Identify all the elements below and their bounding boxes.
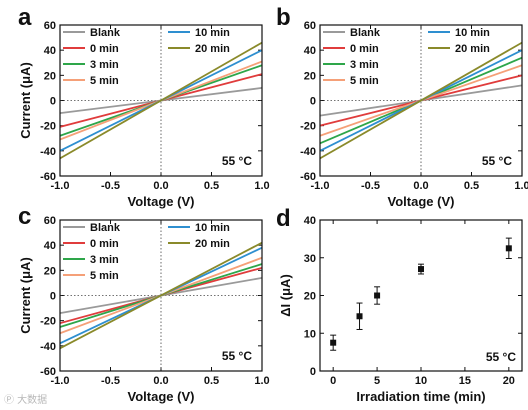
legend-label: 0 min <box>90 238 119 250</box>
y-tick-label: 40 <box>304 215 316 227</box>
legend-label: 0 min <box>90 43 119 55</box>
panel-label-a: a <box>18 4 32 31</box>
y-tick-label: 0 <box>310 96 316 108</box>
y-tick-label: 60 <box>44 20 56 32</box>
x-tick-label: 5 <box>374 375 380 387</box>
x-tick-label: 1.0 <box>254 180 269 192</box>
x-tick-label: -1.0 <box>51 180 70 192</box>
legend-label: 10 min <box>455 27 490 39</box>
x-tick-label: 0.0 <box>413 180 428 192</box>
x-tick-label: -0.5 <box>101 375 120 387</box>
x-tick-label: 0 <box>330 375 336 387</box>
legend-label: 5 min <box>350 75 379 87</box>
data-point <box>330 339 337 346</box>
y-axis-label: Current (μA) <box>18 62 33 139</box>
y-axis-label: ΔI (μA) <box>278 274 293 317</box>
temperature-annotation: 55 °C <box>222 154 252 168</box>
x-tick-label: 0.5 <box>204 375 219 387</box>
y-tick-label: 30 <box>304 253 316 265</box>
data-point <box>505 245 512 252</box>
y-tick-label: 20 <box>44 70 56 82</box>
y-tick-label: 0 <box>50 96 56 108</box>
x-tick-label: 0.0 <box>153 180 168 192</box>
y-tick-label: -20 <box>40 121 56 133</box>
legend-label: 20 min <box>455 43 490 55</box>
legend-label: 20 min <box>195 238 230 250</box>
legend-label: 3 min <box>350 59 379 71</box>
watermark: Ⓟ 大数据 <box>4 395 48 406</box>
x-tick-label: 1.0 <box>514 180 528 192</box>
panel-c: c -1.0 -0.5 0.0 0.5 1.0 -60 -40 -20 0 20 40 60 Blank 0… <box>18 203 270 404</box>
y-tick-label: 0 <box>310 366 316 378</box>
x-axis-label: Voltage (V) <box>128 194 195 209</box>
y-tick-label: -40 <box>40 146 56 158</box>
x-tick-label: 0.0 <box>153 375 168 387</box>
legend-label: Blank <box>350 27 381 39</box>
data-point <box>356 313 363 320</box>
temperature-annotation: 55 °C <box>486 350 516 364</box>
x-axis-label: Irradiation time (min) <box>356 389 485 404</box>
legend-label: 10 min <box>195 222 230 234</box>
plot-frame <box>319 219 523 372</box>
y-axis-label: Current (μA) <box>18 257 33 334</box>
panel-d: d 0 5 10 15 20 0 10 20 30 40 55 °C Irradiation time … <box>276 205 523 404</box>
legend-label: 20 min <box>195 43 230 55</box>
x-axis-label: Voltage (V) <box>388 194 455 209</box>
y-tick-label: 60 <box>44 215 56 227</box>
y-tick-label: -60 <box>300 171 316 183</box>
y-tick-label: -40 <box>40 341 56 353</box>
temperature-annotation: 55 °C <box>482 154 512 168</box>
y-tick-label: -40 <box>300 146 316 158</box>
y-tick-label: 10 <box>304 328 316 340</box>
temperature-annotation: 55 °C <box>222 349 252 363</box>
legend-label: 3 min <box>90 59 119 71</box>
y-tick-label: 0 <box>50 291 56 303</box>
x-tick-label: -0.5 <box>101 180 120 192</box>
x-tick-label: 0.5 <box>204 180 219 192</box>
legend-label: 10 min <box>195 27 230 39</box>
plot-frame <box>59 219 263 372</box>
plot-frame <box>59 24 263 177</box>
legend-label: 5 min <box>90 270 119 282</box>
legend-label: Blank <box>90 222 121 234</box>
legend-label: 0 min <box>350 43 379 55</box>
series-line-20-min <box>319 41 523 160</box>
y-tick-label: -20 <box>40 316 56 328</box>
y-tick-label: 20 <box>44 265 56 277</box>
x-tick-label: 10 <box>415 375 427 387</box>
panel-a: a -1.0 -0.5 0.0 0.5 1.0 -60 -40 -20 0 20 40 60 Blank 0… <box>18 4 270 209</box>
panel-label-b: b <box>276 4 291 31</box>
legend-label: Blank <box>90 27 121 39</box>
y-tick-label: 40 <box>44 240 56 252</box>
y-tick-label: -20 <box>300 121 316 133</box>
x-tick-label: 15 <box>459 375 471 387</box>
panel-label-d: d <box>276 205 291 232</box>
x-tick-label: 0.5 <box>464 180 479 192</box>
x-tick-label: -1.0 <box>311 180 330 192</box>
plot-frame <box>319 24 523 177</box>
x-tick-label: -1.0 <box>51 375 70 387</box>
y-tick-label: 40 <box>304 45 316 57</box>
data-point <box>374 292 381 299</box>
y-tick-label: 60 <box>304 20 316 32</box>
y-tick-label: 20 <box>304 70 316 82</box>
x-tick-label: 20 <box>503 375 515 387</box>
legend-label: 3 min <box>90 254 119 266</box>
x-tick-label: -0.5 <box>361 180 380 192</box>
y-tick-label: 40 <box>44 45 56 57</box>
x-axis-label: Voltage (V) <box>128 389 195 404</box>
y-tick-label: -60 <box>40 171 56 183</box>
y-tick-label: -60 <box>40 366 56 378</box>
legend-label: 5 min <box>90 75 119 87</box>
panel-label-c: c <box>18 203 31 230</box>
series-line-20-min <box>59 241 263 350</box>
y-tick-label: 20 <box>304 291 316 303</box>
panel-b: b -1.0 -0.5 0.0 0.5 1.0 -60 -40 -20 0 20 40 60 Blank 0… <box>276 4 528 209</box>
x-tick-label: 1.0 <box>254 375 269 387</box>
series-line-20-min <box>59 41 263 160</box>
data-point <box>418 266 424 273</box>
